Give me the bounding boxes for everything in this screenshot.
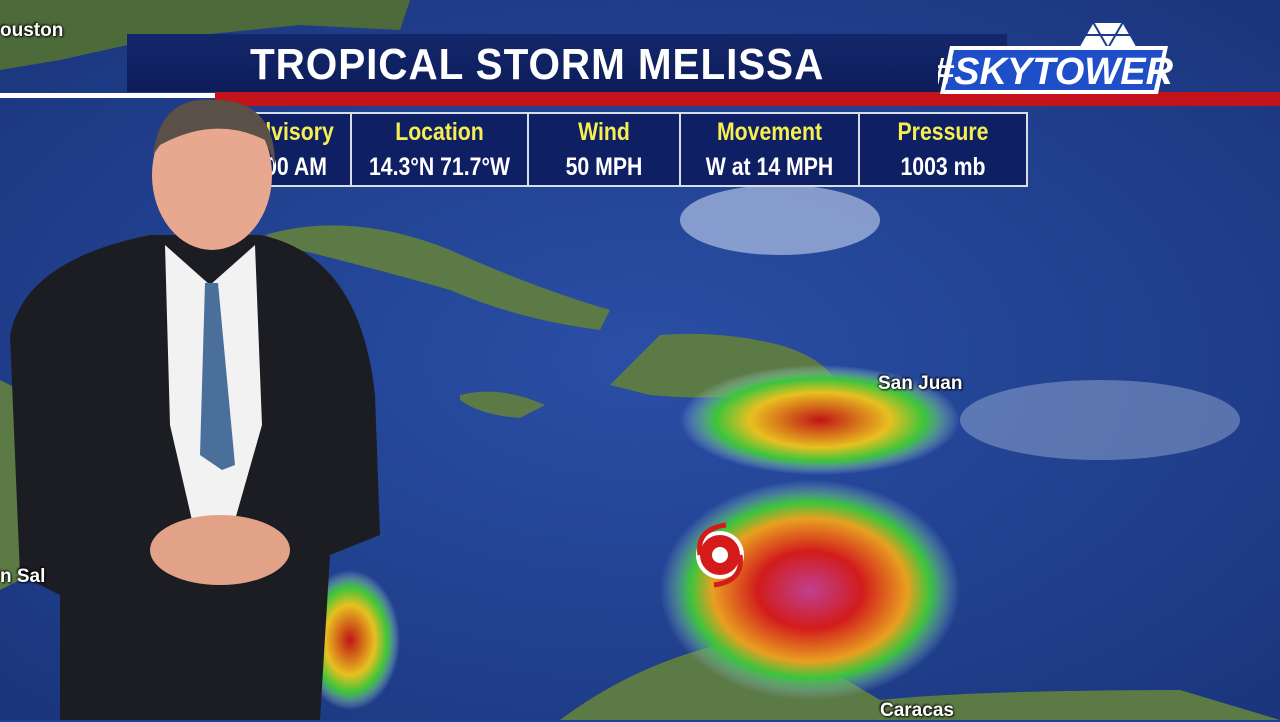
movement-value: W at 14 MPH bbox=[705, 153, 834, 181]
map-label-san-salvador: n Sal bbox=[0, 566, 46, 587]
map-label-san-juan: San Juan bbox=[878, 373, 963, 394]
divider bbox=[0, 93, 215, 98]
pressure-value: 1003 mb bbox=[900, 153, 986, 181]
location-header: Location bbox=[395, 118, 484, 146]
land-jamaica bbox=[460, 391, 545, 418]
title-banner bbox=[127, 34, 1007, 92]
storm-rain bbox=[660, 480, 960, 700]
rain-band bbox=[680, 365, 960, 475]
skytower-logo: #SKYTOWER bbox=[938, 21, 1173, 94]
wind-header: Wind bbox=[578, 118, 630, 146]
movement-header: Movement bbox=[716, 118, 823, 146]
svg-text:#SKYTOWER: #SKYTOWER bbox=[938, 51, 1173, 93]
land-us-gulf bbox=[0, 0, 410, 70]
page-title: TROPICAL STORM MELISSA bbox=[250, 40, 825, 89]
map-label-houston: ouston bbox=[0, 20, 64, 41]
info-cell-pressure: Pressure 1003 mb bbox=[860, 114, 1026, 185]
land-cuba bbox=[265, 225, 610, 330]
location-value: 14.3°N 71.7°W bbox=[368, 153, 511, 181]
info-cell-wind: Wind 50 MPH bbox=[529, 114, 681, 185]
advisory-value: 00 AM bbox=[265, 153, 327, 181]
pressure-header: Pressure bbox=[897, 118, 989, 146]
info-cell-movement: Movement W at 14 MPH bbox=[681, 114, 860, 185]
red-stripe bbox=[215, 92, 1280, 106]
map-label-caracas: Caracas bbox=[880, 700, 954, 721]
wind-value: 50 MPH bbox=[565, 153, 643, 181]
tropical-storm-icon bbox=[696, 522, 744, 588]
info-cell-location: Location 14.3°N 71.7°W bbox=[352, 114, 529, 185]
meteorologist bbox=[10, 99, 380, 720]
